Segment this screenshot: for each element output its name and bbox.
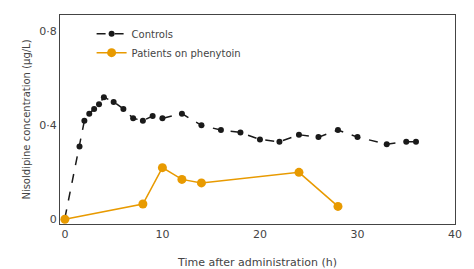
svg-text:Controls: Controls <box>132 29 173 40</box>
svg-text:40: 40 <box>448 228 462 241</box>
svg-text:20: 20 <box>253 228 267 241</box>
svg-text:Patients on phenytoin: Patients on phenytoin <box>132 48 241 59</box>
svg-text:0: 0 <box>50 213 57 226</box>
svg-text:Nisoldipine concentration (μg/: Nisoldipine concentration (μg/L) <box>21 39 32 199</box>
svg-text:0·8: 0·8 <box>39 25 57 38</box>
svg-text:0: 0 <box>61 228 68 241</box>
svg-text:10: 10 <box>155 228 169 241</box>
svg-text:0·4: 0·4 <box>39 119 57 132</box>
svg-text:30: 30 <box>350 228 364 241</box>
svg-text:Time after administration (h): Time after administration (h) <box>177 256 337 269</box>
